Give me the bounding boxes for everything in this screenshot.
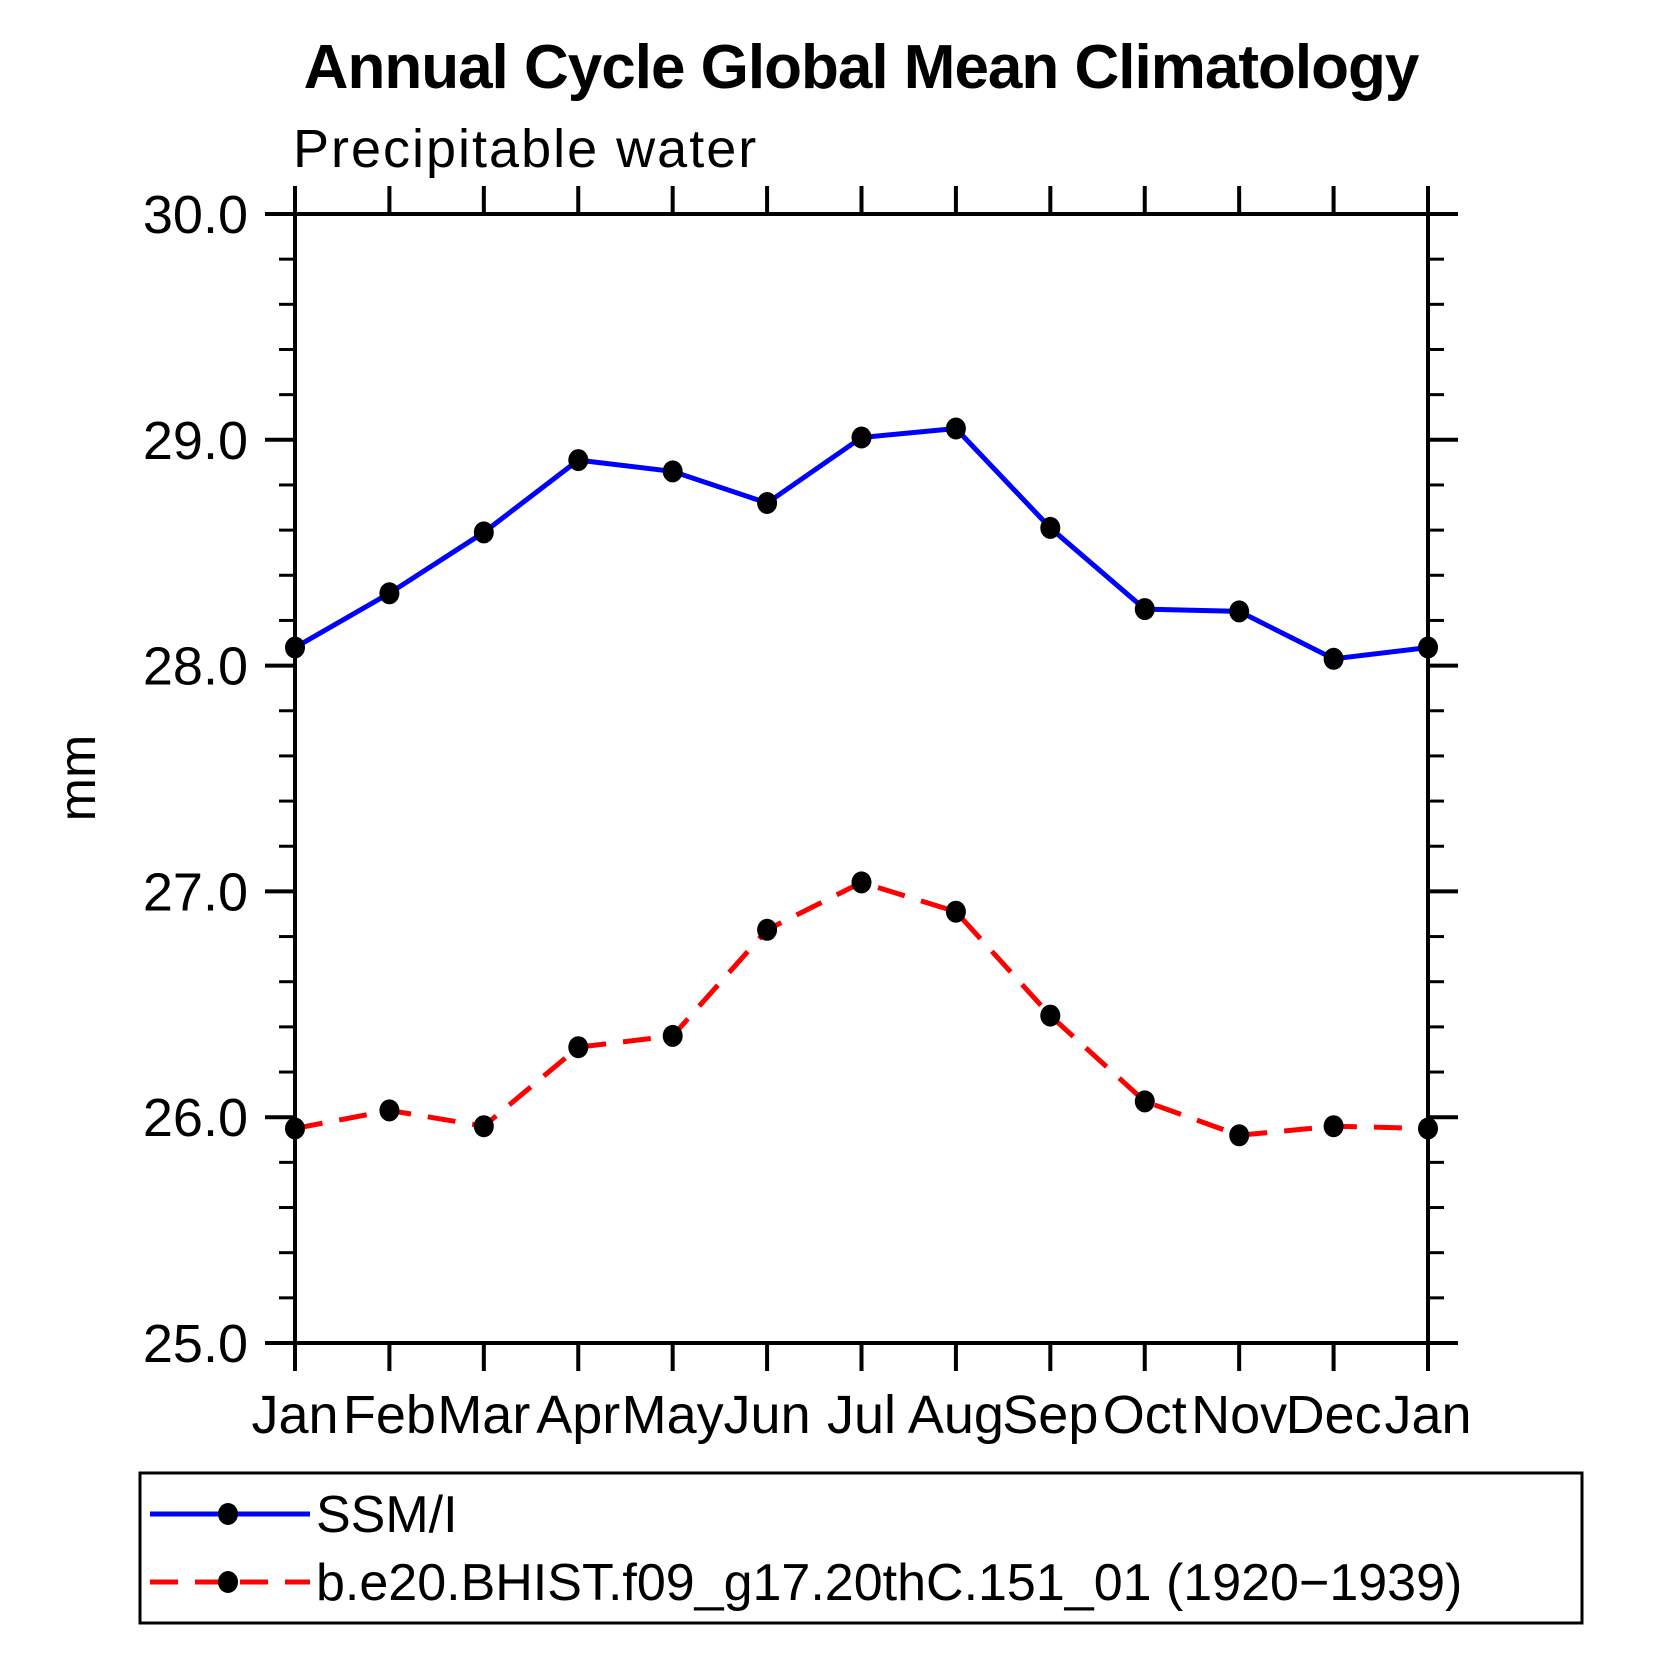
data-point-series-1	[851, 871, 872, 894]
legend: SSM/I b.e20.BHIST.f09_g17.20thC.151_01 (…	[138, 1471, 1584, 1625]
x-tick-label: Dec	[1286, 1385, 1382, 1445]
x-tick-label: Jun	[724, 1385, 811, 1445]
legend-marker-ssmi	[218, 1503, 238, 1525]
data-point-series-1	[662, 1024, 683, 1047]
legend-marker-model	[218, 1571, 238, 1593]
data-point-series-0	[851, 426, 872, 449]
x-tick-label: Aug	[908, 1385, 1004, 1445]
legend-label-ssmi: SSM/I	[316, 1486, 458, 1544]
series-line-0	[293, 425, 1429, 662]
series-layer	[285, 417, 1438, 1147]
data-point-series-1	[1323, 1115, 1344, 1138]
y-tick-label: 25.0	[143, 1314, 248, 1374]
y-tick-label: 28.0	[143, 637, 248, 697]
data-point-series-0	[379, 582, 400, 605]
plot-box	[293, 212, 1430, 1345]
y-tick-label: 30.0	[143, 185, 248, 245]
x-tick-label: Sep	[1002, 1385, 1098, 1445]
series-line-1	[294, 879, 1429, 1138]
data-point-series-0	[757, 492, 778, 514]
data-point-series-0	[945, 417, 966, 440]
x-tick-label: Jan	[1384, 1385, 1471, 1445]
data-point-series-1	[285, 1117, 305, 1140]
data-point-series-0	[1418, 636, 1438, 659]
data-point-series-0	[1040, 516, 1061, 539]
y-tick-label: 26.0	[143, 1088, 248, 1148]
data-point-series-0	[568, 449, 589, 472]
data-point-series-1	[379, 1099, 400, 1122]
x-tick-label: Feb	[343, 1385, 436, 1445]
x-tick-label: May	[622, 1385, 724, 1445]
data-point-series-1	[473, 1115, 494, 1138]
x-tick-label: Jan	[251, 1385, 338, 1445]
data-point-series-0	[1229, 600, 1250, 623]
legend-box	[138, 1471, 1584, 1625]
x-tick-label: Mar	[437, 1385, 530, 1445]
chart-title: Annual Cycle Global Mean Climatology	[304, 33, 1420, 102]
x-tick-label: Nov	[1191, 1385, 1287, 1445]
data-point-series-1	[568, 1036, 589, 1059]
chart-subtitle: Precipitable water	[293, 119, 758, 179]
x-tick-label: Oct	[1103, 1385, 1187, 1445]
data-point-series-0	[285, 636, 305, 659]
data-point-series-1	[1134, 1090, 1155, 1113]
x-tick-label: Jul	[827, 1385, 896, 1445]
y-axis-label: mm	[49, 735, 107, 822]
y-tick-label: 29.0	[143, 411, 248, 471]
data-point-series-1	[757, 918, 778, 941]
data-point-series-1	[1229, 1124, 1250, 1147]
legend-label-model: b.e20.BHIST.f09_g17.20thC.151_01 (1920−1…	[316, 1554, 1462, 1612]
data-point-series-0	[1323, 647, 1344, 670]
data-point-series-1	[945, 900, 966, 923]
data-point-series-1	[1418, 1117, 1438, 1140]
data-point-series-0	[473, 521, 494, 544]
y-tick-label: 27.0	[143, 862, 248, 922]
data-point-series-1	[1040, 1004, 1061, 1027]
x-tick-label: Apr	[536, 1385, 620, 1445]
data-point-series-0	[1134, 598, 1155, 621]
data-point-series-0	[662, 460, 683, 483]
